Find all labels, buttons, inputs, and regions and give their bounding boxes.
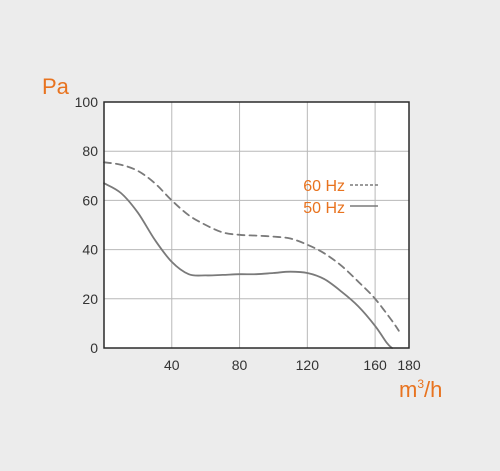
y-tick-label-40: 40 <box>82 242 98 258</box>
x-tick-labels: 40 80 120 160 180 <box>164 357 421 373</box>
x-tick-label-120: 120 <box>296 357 320 373</box>
legend-label-60hz: 60 Hz <box>303 178 345 195</box>
x-tick-label-40: 40 <box>164 357 180 373</box>
y-tick-label-60: 60 <box>82 192 98 208</box>
y-tick-labels: 0 20 40 60 80 100 <box>75 94 99 356</box>
legend: 60 Hz 50 Hz <box>303 178 378 217</box>
x-tick-label-80: 80 <box>232 357 248 373</box>
y-tick-label-20: 20 <box>82 291 98 307</box>
series-line-50hz <box>103 182 393 349</box>
y-tick-label-0: 0 <box>90 340 98 356</box>
y-tick-label-100: 100 <box>75 94 99 110</box>
x-axis-label: m3/h <box>399 377 442 402</box>
y-axis-label: Pa <box>42 74 70 99</box>
legend-label-50hz: 50 Hz <box>303 200 345 217</box>
plot-frame <box>103 101 410 349</box>
grid <box>103 101 410 349</box>
series-group <box>103 161 400 349</box>
series-line-60hz <box>103 161 400 332</box>
x-tick-label-180: 180 <box>397 357 421 373</box>
x-tick-label-160: 160 <box>363 357 387 373</box>
y-tick-label-80: 80 <box>82 143 98 159</box>
